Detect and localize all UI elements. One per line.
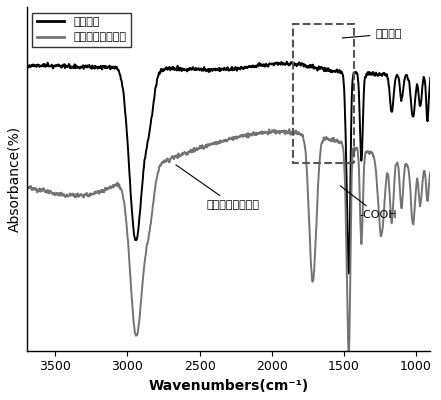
锂电池用改性隔膜 xyxy=(396,164,401,168)
传统隔膜 xyxy=(284,59,289,64)
Line: 锂电池用改性隔膜: 锂电池用改性隔膜 xyxy=(26,129,430,354)
传统隔膜 xyxy=(318,67,323,72)
锂电池用改性隔膜 xyxy=(197,145,202,150)
传统隔膜 xyxy=(428,75,433,80)
锂电池用改性隔膜 xyxy=(194,147,199,152)
传统隔膜 xyxy=(216,66,221,71)
Line: 传统隔膜: 传统隔膜 xyxy=(26,62,430,274)
Y-axis label: Absorbance(%): Absorbance(%) xyxy=(7,126,21,232)
Text: -COOH: -COOH xyxy=(340,186,397,220)
传统隔膜 xyxy=(24,62,29,67)
Text: 传统隔膜: 传统隔膜 xyxy=(342,29,402,39)
锂电池用改性隔膜 xyxy=(216,139,221,144)
传统隔膜 xyxy=(194,67,199,72)
Bar xyxy=(293,24,354,163)
锂电池用改性隔膜 xyxy=(428,170,433,174)
传统隔膜 xyxy=(415,87,421,92)
Legend: 传统隔膜, 锂电池用改性隔膜: 传统隔膜, 锂电池用改性隔膜 xyxy=(32,12,131,47)
传统隔膜 xyxy=(396,74,401,79)
锂电池用改性隔膜 xyxy=(287,127,292,132)
Text: 锂电池用改性隔膜: 锂电池用改性隔膜 xyxy=(176,165,260,210)
锂电池用改性隔膜 xyxy=(318,155,323,160)
传统隔膜 xyxy=(346,271,351,276)
传统隔膜 xyxy=(197,68,202,73)
X-axis label: Wavenumbers(cm⁻¹): Wavenumbers(cm⁻¹) xyxy=(148,379,309,393)
锂电池用改性隔膜 xyxy=(346,351,351,356)
锂电池用改性隔膜 xyxy=(24,186,29,190)
锂电池用改性隔膜 xyxy=(415,182,421,186)
